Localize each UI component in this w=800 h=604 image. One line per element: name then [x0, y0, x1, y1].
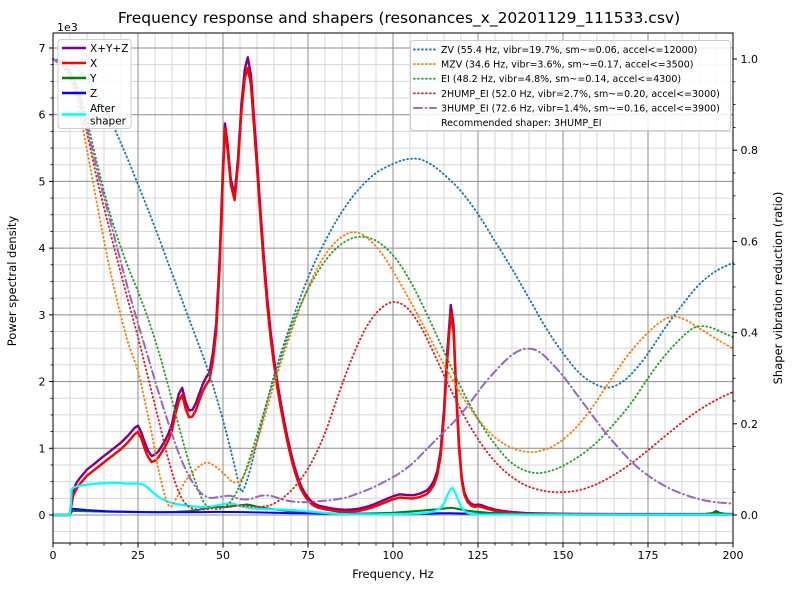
x-tick-label: 125	[468, 549, 489, 562]
y-left-tick-label: 7	[39, 42, 46, 55]
legend-shapers-box	[410, 40, 731, 131]
legend-label-ei: EI (48.2 Hz, vibr=4.8%, sm~=0.14, accel<…	[441, 74, 681, 85]
y-left-offset-text: 1e3	[57, 21, 78, 34]
series-ei	[52, 58, 734, 511]
legend-label-z: Z	[90, 88, 97, 100]
y-left-tick-label: 1	[39, 442, 46, 455]
x-axis-label: Frequency, Hz	[352, 567, 433, 581]
legend-label-3hump_ei: 3HUMP_EI (72.6 Hz, vibr=1.4%, sm~=0.16, …	[441, 103, 720, 114]
legend-label-x: X	[90, 58, 97, 70]
y-right-axis-label: Shaper vibration reduction (ratio)	[771, 192, 785, 385]
legend-label-sum: X+Y+Z	[90, 43, 128, 55]
x-tick-label: 0	[50, 549, 57, 562]
series-3hump_ei	[52, 58, 734, 505]
y-right-tick-label: 0.4	[741, 327, 759, 340]
y-right-tick-label: 0.0	[741, 509, 759, 522]
y-left-tick-label: 0	[39, 509, 46, 522]
y-left-tick-label: 5	[39, 175, 46, 188]
data-series	[52, 56, 734, 517]
legend-label-mzv: MZV (34.6 Hz, vibr=3.6%, sm~=0.17, accel…	[441, 60, 693, 71]
x-tick-label: 175	[638, 549, 659, 562]
chart-title: Frequency response and shapers (resonanc…	[118, 9, 680, 28]
x-tick-label: 25	[131, 549, 145, 562]
x-tick-label: 50	[216, 549, 230, 562]
y-right-tick-label: 0.6	[741, 235, 759, 248]
legend-label-after: After	[90, 103, 116, 115]
series-2hump_ei	[52, 58, 734, 511]
x-tick-label: 75	[301, 549, 315, 562]
axis-ticks	[49, 47, 737, 548]
legend-label-after: shaper	[90, 116, 127, 128]
axis-tick-labels: 0 25 50 75 100 125 150 175 200 0 1 2 3 4 5 6 7 0.0 0.2 0.4 0…	[39, 42, 759, 562]
y-right-tick-label: 0.8	[741, 144, 759, 157]
series-after	[52, 481, 734, 517]
series-x	[52, 66, 734, 517]
legend-shapers: ZV (55.4 Hz, vibr=19.7%, sm~=0.06, accel…	[410, 40, 731, 131]
series-zv	[52, 58, 734, 493]
x-tick-label: 150	[553, 549, 574, 562]
legend-label-2hump_ei: 2HUMP_EI (52.0 Hz, vibr=2.7%, sm~=0.20, …	[441, 89, 720, 100]
y-left-tick-label: 3	[39, 309, 46, 322]
y-left-axis-label: Power spectral density	[5, 216, 19, 347]
y-left-tick-label: 4	[39, 242, 46, 255]
y-right-tick-label: 1.0	[741, 53, 759, 66]
legend-label-zv: ZV (55.4 Hz, vibr=19.7%, sm~=0.06, accel…	[441, 45, 697, 56]
y-left-tick-label: 6	[39, 109, 46, 122]
legend-label-y: Y	[89, 73, 97, 85]
x-tick-label: 100	[383, 549, 404, 562]
legend-recommended-shaper: Recommended shaper: 3HUMP_EI	[441, 118, 602, 129]
y-left-tick-label: 2	[39, 376, 46, 389]
x-tick-label: 200	[723, 549, 744, 562]
y-right-tick-label: 0.2	[741, 418, 759, 431]
series-mzv	[52, 58, 734, 508]
